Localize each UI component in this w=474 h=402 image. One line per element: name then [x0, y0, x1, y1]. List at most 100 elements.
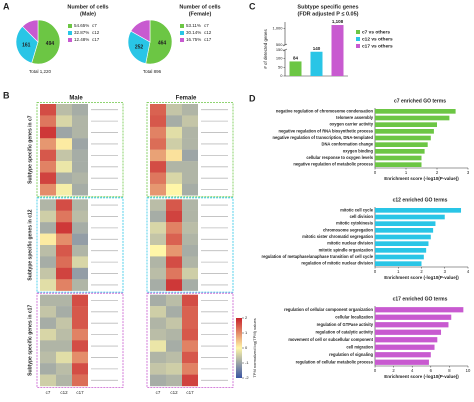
heatmap-cell	[56, 340, 72, 352]
heatmap-cell	[40, 245, 56, 257]
heatmap-cell	[56, 161, 72, 173]
heatmap-cell	[40, 340, 56, 352]
y-tick-label: 0	[280, 73, 283, 78]
colorbar-tick-label: 1	[245, 330, 248, 335]
legend-swatch	[356, 30, 360, 34]
colorbar-tick-label: -2	[245, 375, 249, 380]
heatmap-cell	[182, 210, 198, 223]
heatmap-cell	[150, 306, 166, 318]
heatmap-cell	[56, 222, 72, 234]
heatmap-cell	[56, 104, 72, 116]
bar	[375, 214, 445, 220]
legend-value: 53.11%	[186, 23, 201, 28]
heatmap-cell	[182, 138, 198, 150]
legend-swatch	[180, 24, 184, 28]
heatmap-cell	[72, 374, 88, 387]
legend-swatch	[356, 44, 360, 48]
category-label: regulation of mitotic nuclear division	[301, 261, 373, 266]
heatmap-cell	[150, 279, 166, 291]
heatmap-cell	[182, 374, 198, 387]
heatmap-cell	[72, 222, 88, 234]
category-label: negative regulation of chromosome conden…	[276, 108, 374, 113]
category-label: oxygen binding	[343, 148, 374, 153]
group-box	[146, 102, 234, 198]
heatmap-cell	[182, 149, 198, 162]
category-label: cellular response to oxygen levels	[306, 155, 373, 160]
bar	[375, 344, 435, 350]
legend-label: c17 vs others	[362, 43, 393, 49]
column-label: c17	[76, 390, 84, 395]
heatmap-cell	[40, 279, 56, 291]
chart-subtitle: (Female)	[189, 11, 212, 17]
heatmap-cell	[150, 199, 166, 211]
heatmap-cell	[40, 233, 56, 246]
category-label: cellular localization	[335, 314, 373, 319]
heatmap-cell	[166, 183, 182, 196]
heatmap-cell	[150, 351, 166, 364]
category-label: mitotic cytokinesis	[336, 221, 374, 226]
heatmap-cell	[40, 172, 56, 185]
heatmap-cell	[182, 306, 198, 318]
heatmap-cell	[72, 340, 88, 352]
heatmap-cell	[56, 115, 72, 128]
x-axis-label: Enrichment score (-log10(P-value))	[384, 275, 459, 280]
bar	[289, 61, 302, 76]
pie-slice	[15, 25, 39, 64]
heatmap-cell	[182, 104, 198, 116]
legend-label: c12	[92, 30, 100, 35]
y-axis-label: # of detected genes	[263, 28, 268, 68]
heatmap-cell	[166, 126, 182, 139]
heatmap-cell	[150, 256, 166, 269]
heatmap-cell	[40, 149, 56, 162]
legend-swatch	[180, 31, 184, 35]
heatmap-cell	[72, 267, 88, 280]
legend-swatch	[356, 37, 360, 41]
heatmap-cell	[182, 172, 198, 185]
category-label: cell migration	[346, 344, 373, 349]
colorbar-tick-label: 0	[245, 345, 248, 350]
heatmap-cell	[72, 317, 88, 330]
heatmap-cell	[56, 138, 72, 150]
legend-label: c12 vs others	[362, 36, 393, 42]
value-label: 140	[313, 46, 321, 51]
heatmap-cell	[72, 104, 88, 116]
bar	[375, 221, 436, 226]
group-box	[36, 197, 124, 293]
category-label: negative regulation of transcription, DN…	[272, 135, 373, 140]
heatmap-cell	[72, 161, 88, 173]
x-tick-label: 0	[374, 269, 377, 274]
heatmap-cell	[166, 245, 182, 257]
x-tick-label: 0	[374, 368, 377, 373]
bar	[375, 208, 462, 213]
heatmap-cell	[182, 233, 198, 246]
heatmap-cell	[72, 210, 88, 223]
heatmap-cell	[166, 340, 182, 352]
chart-subtitle: (Male)	[80, 11, 96, 17]
heatmap-cell	[166, 279, 182, 291]
legend-value: 12.48%	[74, 37, 89, 42]
x-tick-label: 2	[436, 170, 439, 175]
heatmap-cell	[56, 351, 72, 364]
group-header: Female	[176, 96, 197, 102]
heatmap-cell	[150, 340, 166, 352]
heatmap-cell	[40, 267, 56, 280]
category-label: movement of cell or subcellular componen…	[288, 337, 373, 342]
bar	[375, 261, 422, 266]
x-tick-label: 4	[411, 368, 414, 373]
heatmap-cell	[166, 161, 182, 173]
bar	[375, 329, 442, 335]
row-group-label: Subtype specific genes in c17	[27, 305, 33, 376]
heatmap-cell	[166, 104, 182, 116]
heatmap-cell	[72, 306, 88, 318]
bar	[375, 129, 434, 134]
category-label: regulation of signaling	[329, 352, 373, 357]
bar	[375, 307, 464, 313]
x-tick-label: 8	[448, 368, 451, 373]
row-group-label: Subtype specific genes in c12	[27, 209, 33, 280]
chart-title: c17 enriched GO terms	[393, 296, 448, 302]
heatmap-cell	[150, 161, 166, 173]
heatmap-cell	[40, 104, 56, 116]
column-label: c12	[170, 390, 178, 395]
y-tick-label: 150	[276, 47, 283, 52]
